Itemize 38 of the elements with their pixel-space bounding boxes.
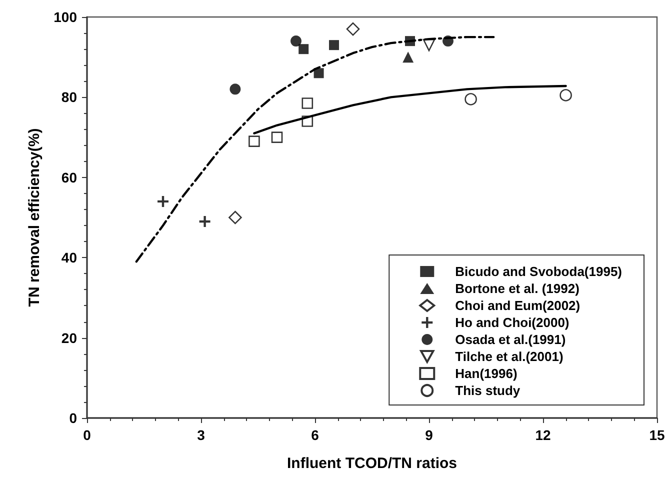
y-tick-label: 20 [61,330,78,346]
point [248,136,260,147]
point [199,216,210,228]
y-tick-label: 0 [69,410,78,426]
point [298,44,309,54]
point [230,84,241,95]
x-tick-label: 0 [83,427,92,443]
legend-label: Bortone et al. (1992) [455,281,580,296]
y-tick-label: 100 [54,9,78,25]
legend-label: This study [455,383,521,398]
legend-label: Bicudo and Svoboda(1995) [455,264,622,279]
point [402,52,414,63]
legend-label: Osada et al.(1991) [455,332,566,347]
x-tick-label: 3 [197,427,206,443]
point [314,68,324,78]
y-tick-label: 40 [61,250,78,266]
y-tick-label: 60 [61,169,78,186]
legend-label: Ho and Choi(2000) [455,315,570,330]
x-axis-title: Influent TCOD/TN ratios [287,455,457,472]
point [158,196,168,207]
point [228,210,242,224]
y-tick-label: 80 [61,89,78,106]
x-tick-label: 12 [535,427,551,443]
x-tick-label: 15 [649,427,665,443]
x-tick-label: 6 [311,427,320,443]
point [290,36,302,47]
y-axis-title: TN removal efficiency(%) [26,128,43,307]
point [271,132,283,143]
point [302,98,314,109]
point [464,93,477,106]
point [346,22,360,36]
x-tick-label: 9 [425,427,434,443]
point [560,89,572,102]
legend-label: Tilche et al.(2001) [455,349,564,364]
line-series [135,36,495,263]
legend-label: Choi and Eum(2002) [455,298,580,313]
legend-label: Han(1996) [455,366,518,381]
point [329,40,339,50]
